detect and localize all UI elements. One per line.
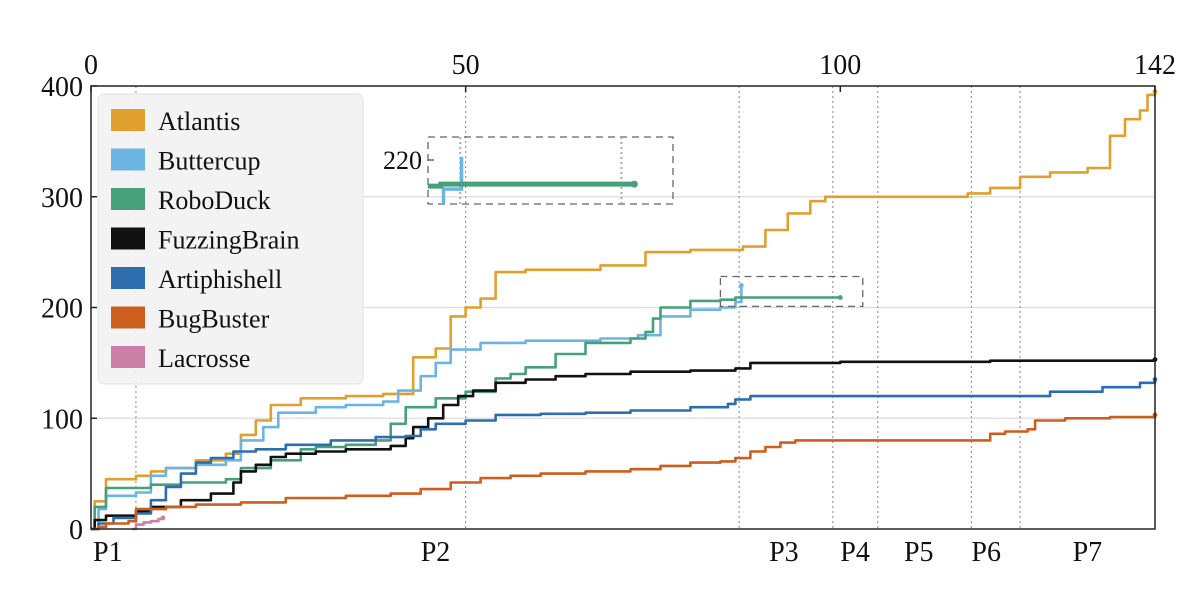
series-line-fuzzingbrain [91,359,1157,531]
legend-swatch-roboduck [111,188,145,210]
legend-label-buttercup: Buttercup [158,147,261,176]
series-line-lacrosse [132,517,165,531]
x-tick-label-142: 142 [1134,50,1176,81]
y-tick-label-100: 100 [41,404,83,435]
y-tick-label-200: 200 [41,294,83,325]
legend-swatch-buttercup [111,148,145,171]
inset-box [427,136,674,205]
inset-roboduck-end-point [630,180,638,188]
legend-label-roboduck: RoboDuck [158,186,271,215]
legend-swatch-bugbuster [111,306,145,329]
legend-swatch-fuzzingbrain [111,227,145,250]
phase-label-p2: P2 [421,537,451,568]
phase-label-p1: P1 [93,537,123,568]
inset-line-buttercup [441,156,464,204]
x-tick-label-100: 100 [819,50,861,81]
series-line-atlantis [91,91,1157,531]
legend-label-artiphishell: Artiphishell [158,265,282,294]
series-end-point-buttercup [738,282,744,288]
phase-label-p3: P3 [769,537,799,568]
legend: Atlantis Buttercup RoboDuck FuzzingBrain Art… [97,93,364,385]
legend-swatch-lacrosse [111,346,145,368]
legend-swatch-artiphishell [111,267,145,289]
series-line-artiphishell [91,379,1157,531]
legend-label-fuzzingbrain: FuzzingBrain [158,226,300,255]
y-tick-label-0: 0 [69,515,83,546]
y-tick-label-300: 300 [41,183,83,214]
phase-label-p7: P7 [1073,537,1103,568]
series-layer [91,89,1158,531]
legend-background [97,93,364,385]
series-line-bugbuster [91,414,1157,531]
zoom-region-box [719,275,864,308]
phase-label-p5: P5 [904,537,934,568]
phase-label-p4: P4 [840,537,870,568]
legend-label-bugbuster: BugBuster [158,305,270,334]
inset-y-label: 220 [383,146,422,175]
legend-label-lacrosse: Lacrosse [158,344,250,373]
inset-line-roboduck [428,181,635,189]
legend-swatch-atlantis [111,109,145,131]
y-tick-label-400: 400 [41,72,83,103]
series-end-point-lacrosse [160,515,166,521]
x-tick-label-50: 50 [452,50,480,81]
zoom-box-layer: 220 [383,136,864,308]
series-end-point-roboduck [837,295,843,300]
x-tick-label-0: 0 [84,50,98,81]
phase-label-p6: P6 [971,537,1001,568]
series-line-buttercup [91,285,743,531]
legend-label-atlantis: Atlantis [158,107,240,136]
series-line-roboduck [91,296,841,531]
